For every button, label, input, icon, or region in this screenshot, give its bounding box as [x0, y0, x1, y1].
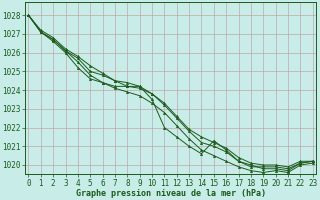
- X-axis label: Graphe pression niveau de la mer (hPa): Graphe pression niveau de la mer (hPa): [76, 189, 266, 198]
